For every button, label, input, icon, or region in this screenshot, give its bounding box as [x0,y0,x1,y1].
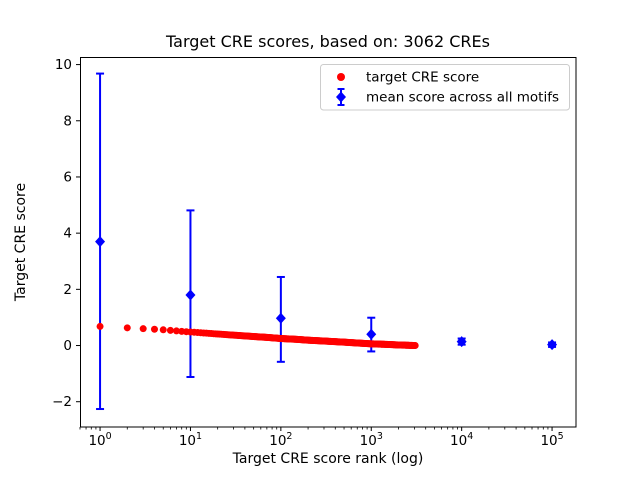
y-tick-label: 0 [63,338,72,354]
y-tick-label: 2 [63,282,72,298]
legend-box: target CRE score mean score across all m… [320,64,570,111]
mean-diamonds-layer [95,236,558,351]
target-score-point [159,326,167,334]
mean-diamond-marker [456,336,467,348]
x-axis-label: Target CRE score rank (log) [232,451,424,467]
mean-diamond-marker [275,312,286,324]
y-tick-label: 8 [63,113,72,129]
y-tick-label: −2 [52,394,72,410]
target-score-points-layer [96,322,419,350]
mean-diamond-marker [547,339,558,351]
y-tick-label: 6 [63,169,72,185]
x-tick-label: 102 [269,431,292,449]
x-tick-label: 101 [179,431,202,449]
x-tick-label: 105 [540,431,563,449]
mean-diamond-marker [366,328,377,340]
y-tick-label: 4 [63,226,72,242]
target-score-point [172,327,180,335]
mean-diamond-marker [185,289,196,301]
axis-ticks: 100 101 102 103 104 105 −2 0 2 4 6 8 10 [52,57,564,449]
x-tick-label: 103 [360,431,383,449]
target-score-point [166,326,174,334]
y-tick-label: 10 [55,57,72,73]
legend-target-score-label: target CRE score [366,70,479,86]
chart-title: Target CRE scores, based on: 3062 CREs [165,32,490,51]
target-score-point [123,324,131,332]
y-axis-label: Target CRE score [13,183,29,302]
target-score-point [411,342,419,350]
target-score-point [96,322,104,330]
x-tick-label: 104 [450,431,473,449]
target-score-point [150,325,158,333]
legend-target-score-icon [337,73,345,81]
target-score-point [139,325,147,333]
plot-frame [80,57,577,428]
legend-mean-score-label: mean score across all motifs [366,90,559,106]
legend-frame [320,64,570,111]
x-tick-label: 100 [88,431,111,449]
mean-errorbars-layer [96,72,557,411]
legend-mean-score-icon [336,88,346,106]
mean-diamond-marker [95,236,106,248]
